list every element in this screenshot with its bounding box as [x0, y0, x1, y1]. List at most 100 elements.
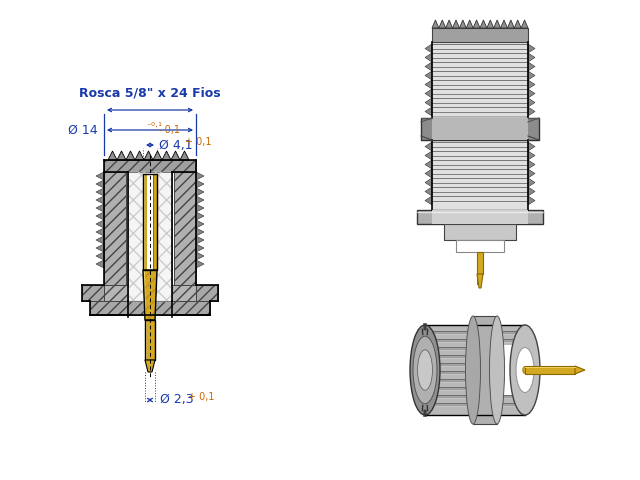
Polygon shape: [171, 151, 180, 160]
Text: Rosca 5/8" x 24 Fios: Rosca 5/8" x 24 Fios: [79, 87, 221, 100]
Text: Ø 4,1: Ø 4,1: [159, 139, 193, 152]
Polygon shape: [196, 252, 204, 260]
Bar: [196, 285, 218, 301]
Polygon shape: [196, 180, 204, 188]
Text: Ø 2,3: Ø 2,3: [160, 394, 194, 407]
Bar: [477, 252, 483, 274]
Ellipse shape: [490, 316, 504, 424]
Polygon shape: [96, 204, 104, 212]
Bar: [444, 224, 516, 240]
Polygon shape: [425, 142, 432, 151]
Polygon shape: [575, 366, 585, 374]
Text: Ø 14: Ø 14: [68, 123, 102, 136]
Bar: [417, 210, 543, 224]
Ellipse shape: [516, 348, 534, 393]
Polygon shape: [108, 151, 117, 160]
Bar: [90, 301, 210, 315]
Polygon shape: [196, 260, 204, 268]
Polygon shape: [96, 252, 104, 260]
Polygon shape: [528, 178, 535, 187]
Polygon shape: [96, 172, 104, 180]
Polygon shape: [439, 20, 445, 28]
Polygon shape: [196, 220, 204, 228]
Polygon shape: [460, 20, 467, 28]
Text: - 0,1: - 0,1: [158, 125, 180, 135]
Bar: [425, 331, 525, 334]
Polygon shape: [528, 71, 535, 80]
Polygon shape: [432, 20, 439, 28]
Polygon shape: [96, 228, 104, 236]
Ellipse shape: [417, 350, 433, 390]
Bar: [145, 320, 155, 360]
Ellipse shape: [465, 316, 481, 424]
Bar: [143, 174, 157, 270]
Polygon shape: [196, 188, 204, 196]
Bar: [432, 140, 528, 210]
Polygon shape: [196, 244, 204, 252]
Polygon shape: [445, 20, 452, 28]
Polygon shape: [425, 44, 432, 53]
Ellipse shape: [510, 325, 540, 415]
Bar: [143, 174, 147, 270]
Polygon shape: [528, 160, 535, 169]
Polygon shape: [196, 172, 204, 180]
Bar: [147, 174, 153, 270]
Bar: [425, 371, 525, 374]
Ellipse shape: [413, 336, 437, 404]
Bar: [425, 395, 525, 398]
Polygon shape: [153, 151, 162, 160]
Polygon shape: [528, 98, 535, 107]
Text: + 0,1: + 0,1: [188, 392, 214, 402]
Polygon shape: [528, 53, 535, 62]
Polygon shape: [196, 196, 204, 204]
Bar: [425, 387, 525, 390]
Polygon shape: [143, 270, 146, 320]
Polygon shape: [467, 20, 473, 28]
Polygon shape: [425, 196, 432, 205]
Polygon shape: [196, 212, 204, 220]
Polygon shape: [180, 151, 189, 160]
Polygon shape: [452, 20, 460, 28]
Polygon shape: [425, 98, 432, 107]
Bar: [421, 118, 539, 140]
Polygon shape: [126, 151, 135, 160]
Bar: [425, 363, 525, 366]
Polygon shape: [196, 228, 204, 236]
Polygon shape: [480, 20, 487, 28]
Polygon shape: [96, 220, 104, 228]
Bar: [432, 210, 528, 224]
Polygon shape: [487, 20, 493, 28]
Polygon shape: [96, 236, 104, 244]
Polygon shape: [528, 187, 535, 196]
Polygon shape: [425, 89, 432, 98]
Polygon shape: [96, 260, 104, 268]
Bar: [425, 403, 525, 406]
Bar: [432, 28, 528, 42]
Polygon shape: [521, 20, 528, 28]
Polygon shape: [196, 236, 204, 244]
Polygon shape: [528, 196, 535, 205]
Polygon shape: [144, 151, 153, 160]
Polygon shape: [425, 160, 432, 169]
Bar: [473, 316, 497, 424]
Polygon shape: [493, 20, 500, 28]
Bar: [153, 174, 157, 270]
Polygon shape: [425, 80, 432, 89]
Bar: [82, 285, 104, 301]
Polygon shape: [145, 360, 155, 372]
Text: ⁻⁰⋅¹: ⁻⁰⋅¹: [146, 122, 162, 132]
Polygon shape: [425, 71, 432, 80]
Polygon shape: [425, 169, 432, 178]
Polygon shape: [425, 53, 432, 62]
Ellipse shape: [410, 325, 440, 415]
Bar: [425, 355, 525, 358]
Bar: [432, 118, 528, 140]
Polygon shape: [528, 169, 535, 178]
Bar: [425, 347, 525, 350]
Bar: [174, 172, 196, 285]
Bar: [432, 42, 528, 118]
Polygon shape: [528, 142, 535, 151]
Polygon shape: [528, 107, 535, 116]
Polygon shape: [425, 62, 432, 71]
Polygon shape: [135, 151, 144, 160]
